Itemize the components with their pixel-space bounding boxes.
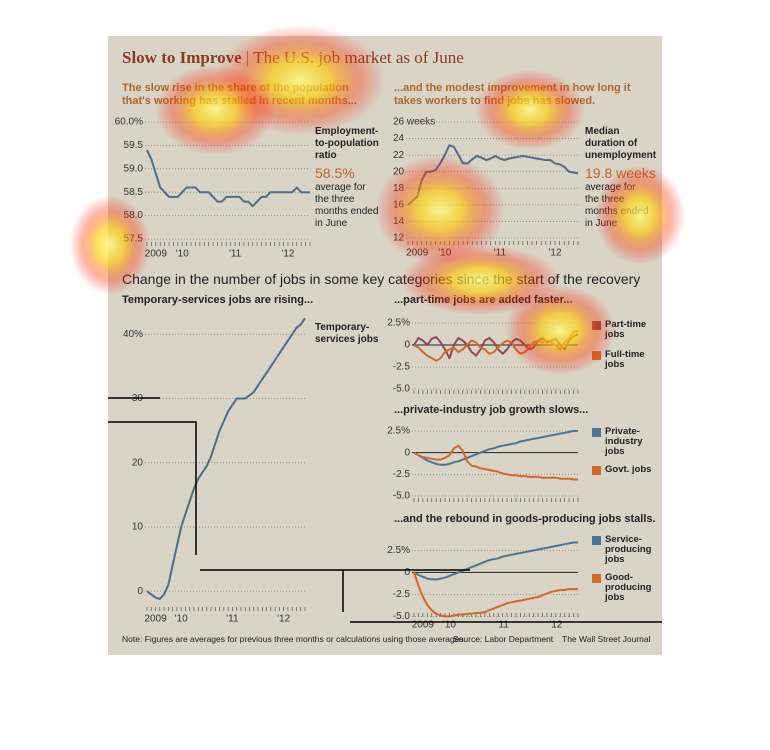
y-tick-label: 30 [132,393,144,404]
data-line [413,572,578,618]
x-tick-label: '10 [176,249,189,260]
y-tick-label: 0 [404,340,410,351]
data-line [413,541,578,581]
x-tick-label: '11 [497,620,510,631]
x-tick-label: '12 [549,248,562,259]
annotation: Median duration of unemployment 19.8 week… [585,126,659,230]
y-tick-label: 24 [393,133,405,144]
y-tick-label: 20 [393,166,405,177]
y-tick-label: -5.0 [393,384,411,395]
data-line [413,430,578,466]
legend-swatch [592,321,601,330]
y-tick-label: 20 [132,457,144,468]
y-tick-label: 14 [393,216,405,227]
legend-label: Good-producing jobs [605,572,652,603]
x-tick-label: 2009 [406,248,429,259]
y-tick-label: 26 weeks [393,117,435,128]
annotation-value: 19.8 weeks [585,165,656,181]
x-tick-label: '11 [494,248,507,259]
divider: | [245,48,250,67]
x-tick-label: 2009 [144,614,167,625]
x-tick-label: 2009 [145,249,168,260]
chart-subtitle: Temporary-services jobs are rising... [122,294,314,306]
chart-subtitle: The slow rise in the share of the popula… [122,82,357,107]
legend-label: Service-producing jobs [605,534,652,565]
y-tick-label: 2.5% [387,318,410,329]
chart-subtitle: ...and the modest improvement in how lon… [394,82,631,107]
x-tick-label: '12 [281,249,294,260]
y-tick-label: 59.5 [124,140,144,151]
legend-swatch [592,351,601,360]
y-tick-label: 57.5 [124,234,144,245]
legend-label: Full-time jobs [605,349,645,370]
chart-subtitle: ...private-industry job growth slows... [394,404,589,416]
y-tick-label: 18 [393,183,405,194]
data-line [146,317,306,600]
x-tick-label: 2009 [412,620,435,631]
annotation: Temporary-services jobs [315,322,389,346]
legend-label: Part-time jobs [605,319,647,340]
annotation-note: average for the three months ended in Ju… [585,182,649,229]
data-line [413,444,578,481]
legend-label: Private-industry jobs [605,426,643,457]
y-tick-label: 2.5% [387,426,410,437]
y-tick-label: 60.0% [115,117,143,128]
legend-label: Govt. jobs [605,464,652,475]
annotation: Employment-to-population ratio 58.5% avera… [315,126,389,230]
legend-swatch [592,536,601,545]
footnote: Note: Figures are averages for previous … [122,634,464,644]
y-tick-label: -2.5 [393,589,411,600]
y-tick-label: 58.5 [124,187,144,198]
y-tick-label: 40% [123,329,143,340]
data-line [146,149,310,208]
x-tick-label: '10 [175,614,188,625]
y-tick-label: 22 [393,150,405,161]
x-tick-label: '12 [549,620,562,631]
credit: The Wall Street Journal [562,634,651,644]
legend-swatch [592,466,601,475]
annotation-note: average for the three months ended in Ju… [315,182,379,229]
x-tick-label: '12 [277,614,290,625]
title: Slow to Improve | The U.S. job market as… [122,48,464,67]
x-tick-label: '11 [226,614,239,625]
y-tick-label: 58.0 [124,210,144,221]
y-tick-label: 0 [404,567,410,578]
annotation-label: Employment-to-population ratio [315,126,379,161]
y-tick-label: 2.5% [387,545,410,556]
x-tick-label: '10 [443,620,456,631]
y-tick-label: 10 [132,522,144,533]
x-tick-label: '10 [438,248,451,259]
y-tick-label: 59.0 [124,163,144,174]
y-tick-label: 12 [393,233,405,244]
annotation-label: Temporary-services jobs [315,322,379,345]
y-tick-label: 0 [404,447,410,458]
y-tick-label: -5.0 [393,611,411,622]
chart-subtitle: ...part-time jobs are added faster... [394,294,573,306]
y-tick-label: -2.5 [393,362,411,373]
y-tick-label: 16 [393,199,405,210]
section-header: Change in the number of jobs in some key… [122,271,641,287]
x-tick-label: '11 [229,249,242,260]
annotation-value: 58.5% [315,165,355,181]
title-main: Slow to Improve [122,48,242,67]
legend-swatch [592,428,601,437]
legend-swatch [592,574,601,583]
annotation-label: Median duration of unemployment [585,126,657,161]
chart-subtitle: ...and the rebound in goods-producing jo… [394,513,656,525]
y-tick-label: 0 [137,586,143,597]
y-tick-label: -2.5 [393,469,411,480]
y-tick-label: -5.0 [393,491,411,502]
source: Source: Labor Department [453,634,554,644]
title-sub: The U.S. job market as of June [253,48,464,67]
